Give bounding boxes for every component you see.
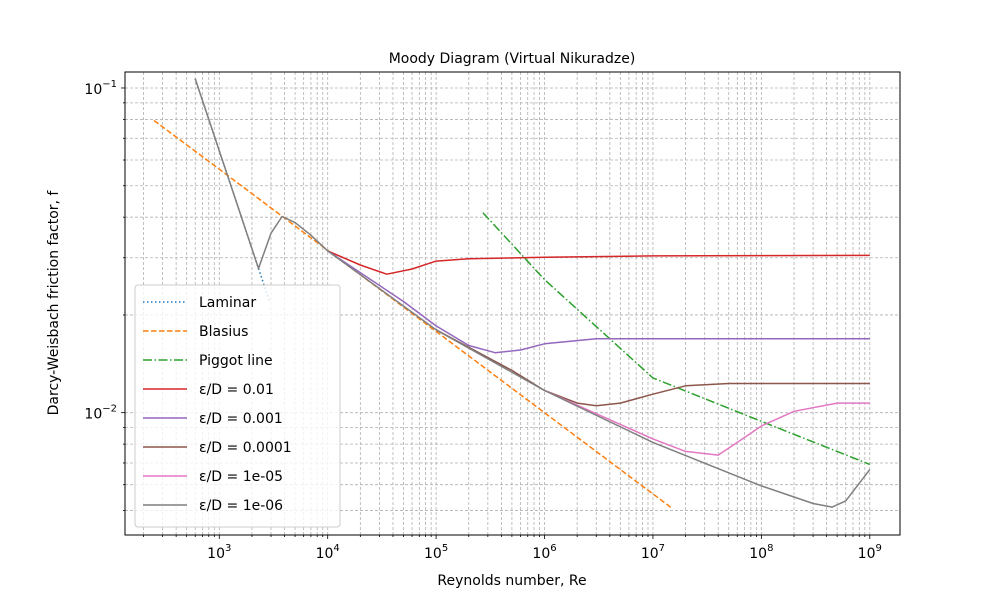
legend-label: ε/D = 1e-05 <box>199 469 283 485</box>
x-axis-label: Reynolds number, Re <box>437 573 586 589</box>
x-tick-label: 105 <box>424 543 448 562</box>
x-tick-label: 106 <box>532 543 556 562</box>
series-line-4 <box>327 250 870 275</box>
legend: Laminar Blasius Piggot line ε/D = 0.01 ε/D =… <box>134 284 341 528</box>
series-line-5 <box>327 250 870 354</box>
legend-label: ε/D = 0.01 <box>199 382 274 398</box>
legend-label: Blasius <box>199 324 248 340</box>
x-tick-label: 107 <box>641 543 665 562</box>
x-tick-label: 109 <box>858 543 882 562</box>
legend-label: Piggot line <box>199 353 273 369</box>
legend-label: ε/D = 0.0001 <box>199 440 292 456</box>
x-tick-label: 103 <box>207 543 231 562</box>
tick-layer: 103 104 105 106 107 108 109 10−1 10−2 <box>84 79 881 562</box>
series-line-6 <box>435 329 870 407</box>
legend-label: Laminar <box>199 295 256 311</box>
y-axis-label: Darcy-Weisbach friction factor, f <box>46 190 62 416</box>
x-tick-label: 104 <box>316 543 340 562</box>
series-layer <box>153 78 871 509</box>
chart-title: Moody Diagram (Virtual Nikuradze) <box>389 51 636 67</box>
series-line-8 <box>194 78 871 508</box>
series-line-7 <box>544 389 870 456</box>
y-tick-label: 10−2 <box>84 404 117 423</box>
plot-area-frame <box>124 71 901 536</box>
series-line-2 <box>153 119 673 509</box>
legend-label: ε/D = 0.001 <box>199 411 283 427</box>
series-line-3 <box>482 212 871 466</box>
legend-label: ε/D = 1e-06 <box>199 498 283 514</box>
y-tick-label: 10−1 <box>84 79 117 98</box>
legend-box <box>134 284 341 528</box>
x-tick-label: 108 <box>749 543 773 562</box>
